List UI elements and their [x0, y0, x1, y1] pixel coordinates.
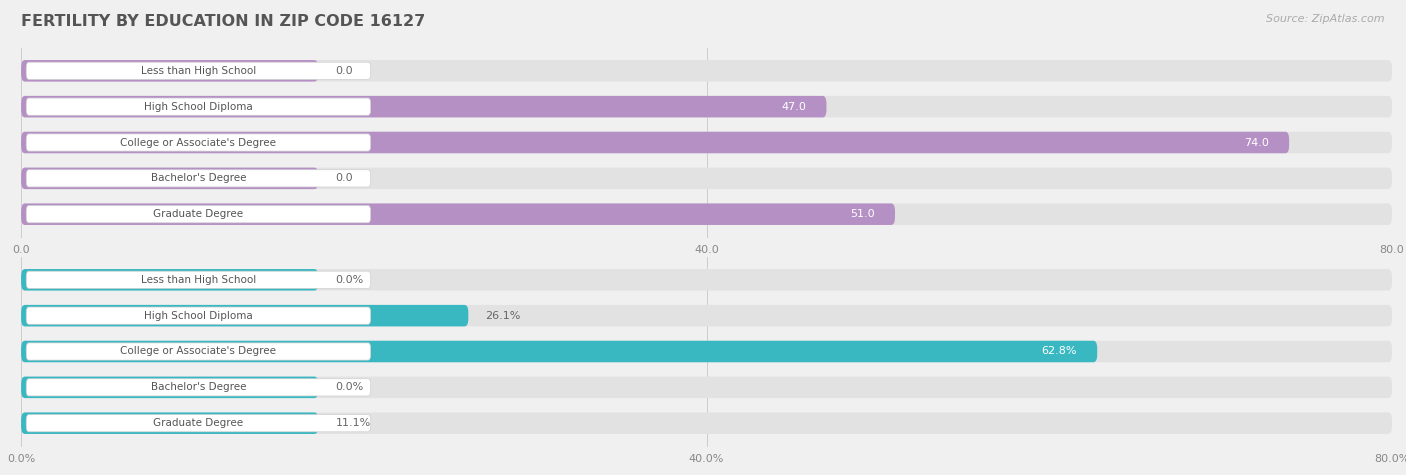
FancyBboxPatch shape: [21, 168, 1392, 189]
FancyBboxPatch shape: [27, 62, 371, 79]
FancyBboxPatch shape: [21, 60, 318, 82]
Text: College or Associate's Degree: College or Associate's Degree: [121, 137, 277, 148]
Text: 47.0: 47.0: [780, 102, 806, 112]
FancyBboxPatch shape: [27, 170, 371, 187]
FancyBboxPatch shape: [21, 96, 827, 117]
FancyBboxPatch shape: [27, 271, 371, 288]
FancyBboxPatch shape: [21, 132, 1289, 153]
FancyBboxPatch shape: [21, 269, 318, 291]
FancyBboxPatch shape: [21, 203, 1392, 225]
Text: Bachelor's Degree: Bachelor's Degree: [150, 173, 246, 183]
Text: 0.0%: 0.0%: [336, 382, 364, 392]
FancyBboxPatch shape: [27, 307, 371, 324]
FancyBboxPatch shape: [21, 132, 1392, 153]
Text: 74.0: 74.0: [1244, 137, 1268, 148]
FancyBboxPatch shape: [27, 415, 371, 432]
FancyBboxPatch shape: [21, 168, 318, 189]
Text: Less than High School: Less than High School: [141, 275, 256, 285]
Text: Less than High School: Less than High School: [141, 66, 256, 76]
Text: 62.8%: 62.8%: [1042, 346, 1077, 357]
Text: 0.0%: 0.0%: [336, 275, 364, 285]
FancyBboxPatch shape: [21, 305, 468, 326]
FancyBboxPatch shape: [21, 305, 1392, 326]
FancyBboxPatch shape: [27, 343, 371, 360]
FancyBboxPatch shape: [21, 96, 1392, 117]
Text: 26.1%: 26.1%: [485, 311, 520, 321]
Text: 0.0: 0.0: [336, 173, 353, 183]
Text: 0.0: 0.0: [336, 66, 353, 76]
FancyBboxPatch shape: [21, 341, 1392, 362]
Text: 11.1%: 11.1%: [336, 418, 371, 428]
FancyBboxPatch shape: [27, 98, 371, 115]
FancyBboxPatch shape: [21, 377, 318, 398]
Text: Source: ZipAtlas.com: Source: ZipAtlas.com: [1267, 14, 1385, 24]
FancyBboxPatch shape: [27, 379, 371, 396]
FancyBboxPatch shape: [21, 377, 1392, 398]
FancyBboxPatch shape: [21, 341, 1097, 362]
Text: FERTILITY BY EDUCATION IN ZIP CODE 16127: FERTILITY BY EDUCATION IN ZIP CODE 16127: [21, 14, 426, 29]
FancyBboxPatch shape: [27, 134, 371, 151]
FancyBboxPatch shape: [21, 412, 1392, 434]
Text: College or Associate's Degree: College or Associate's Degree: [121, 346, 277, 357]
Text: Bachelor's Degree: Bachelor's Degree: [150, 382, 246, 392]
Text: Graduate Degree: Graduate Degree: [153, 418, 243, 428]
FancyBboxPatch shape: [21, 60, 1392, 82]
Text: High School Diploma: High School Diploma: [143, 102, 253, 112]
FancyBboxPatch shape: [21, 269, 1392, 291]
FancyBboxPatch shape: [21, 412, 318, 434]
Text: 51.0: 51.0: [849, 209, 875, 219]
Text: Graduate Degree: Graduate Degree: [153, 209, 243, 219]
FancyBboxPatch shape: [27, 206, 371, 223]
Text: High School Diploma: High School Diploma: [143, 311, 253, 321]
FancyBboxPatch shape: [21, 203, 896, 225]
